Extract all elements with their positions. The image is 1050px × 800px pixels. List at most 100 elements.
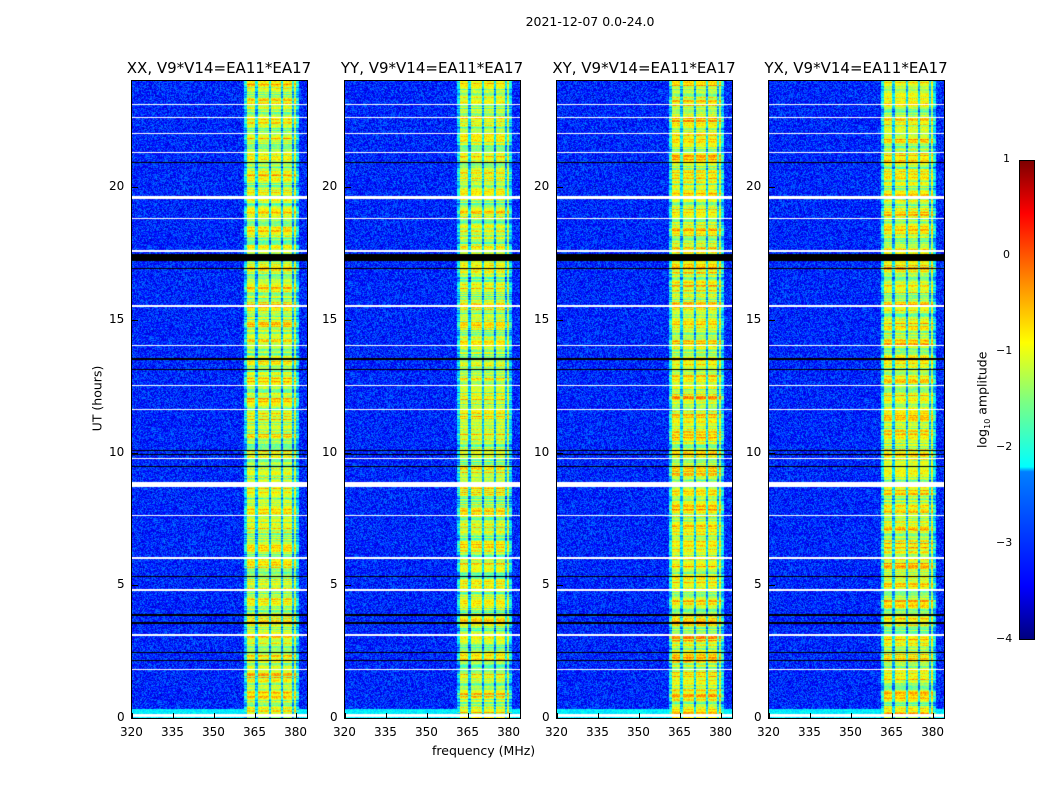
y-tick-label: 0 xyxy=(542,710,550,724)
panel-title: XY, V9*V14=EA11*EA17 xyxy=(552,59,736,77)
x-tick-mark xyxy=(680,713,682,719)
y-tick-mark xyxy=(557,187,563,189)
x-tick-label: 380 xyxy=(921,725,944,739)
colorbar-label: log10 amplitude xyxy=(974,345,992,455)
x-tick-mark xyxy=(851,713,853,719)
y-tick-mark xyxy=(132,585,138,587)
x-tick-mark xyxy=(933,713,935,719)
y-tick-mark xyxy=(557,585,563,587)
x-tick-label: 380 xyxy=(284,725,307,739)
y-tick-mark xyxy=(769,452,775,454)
x-tick-mark xyxy=(639,713,641,719)
colorbar-label-suffix: amplitude xyxy=(974,351,990,419)
x-tick-mark xyxy=(810,713,812,719)
y-tick-label: 0 xyxy=(117,710,125,724)
spectrogram-panel xyxy=(768,80,945,719)
x-tick-label: 365 xyxy=(456,725,479,739)
y-tick-mark xyxy=(769,319,775,321)
colorbar-tick-label: −2 xyxy=(996,440,1013,453)
colorbar-tick-label: 0 xyxy=(1003,248,1010,261)
y-tick-mark xyxy=(132,187,138,189)
y-tick-label: 0 xyxy=(754,710,762,724)
heatmap-cells xyxy=(557,81,732,718)
y-tick-mark xyxy=(769,187,775,189)
x-tick-mark xyxy=(598,713,600,719)
y-tick-mark xyxy=(132,319,138,321)
x-tick-label: 335 xyxy=(586,725,609,739)
y-tick-mark xyxy=(345,452,351,454)
x-tick-mark xyxy=(214,713,216,719)
heatmap-cells xyxy=(769,81,944,718)
colorbar-tick-label: −3 xyxy=(996,536,1013,549)
x-tick-label: 320 xyxy=(120,725,143,739)
x-tick-label: 350 xyxy=(415,725,438,739)
colorbar-tick-label: −4 xyxy=(996,632,1013,645)
panel-title: YX, V9*V14=EA11*EA17 xyxy=(764,59,948,77)
y-tick-label: 20 xyxy=(322,179,338,194)
x-tick-mark xyxy=(345,713,346,719)
y-tick-label: 10 xyxy=(534,444,550,459)
y-tick-label: 20 xyxy=(109,179,125,194)
x-tick-mark xyxy=(296,713,298,719)
figure-title: 2021-12-07 0.0-24.0 xyxy=(525,14,655,29)
y-tick-label: 5 xyxy=(117,577,125,592)
spectrogram-panel xyxy=(131,80,308,719)
x-tick-label: 320 xyxy=(333,725,356,739)
y-tick-mark xyxy=(345,585,351,587)
x-tick-mark xyxy=(509,713,511,719)
x-tick-label: 335 xyxy=(161,725,184,739)
x-tick-label: 320 xyxy=(545,725,568,739)
x-tick-mark xyxy=(721,713,723,719)
spectrogram-panel xyxy=(556,80,733,719)
y-tick-mark xyxy=(769,585,775,587)
y-tick-label: 15 xyxy=(109,311,125,326)
panel-title: XX, V9*V14=EA11*EA17 xyxy=(126,59,312,77)
heatmap-cells xyxy=(132,81,307,718)
y-tick-mark xyxy=(132,452,138,454)
colorbar-label-log: log xyxy=(974,428,990,448)
y-tick-label: 5 xyxy=(542,577,550,592)
y-tick-label: 15 xyxy=(534,311,550,326)
y-tick-mark xyxy=(132,718,138,719)
x-tick-mark xyxy=(255,713,257,719)
y-tick-mark xyxy=(345,718,351,719)
x-tick-label: 350 xyxy=(627,725,650,739)
x-tick-mark xyxy=(892,713,894,719)
x-axis-label: frequency (MHz) xyxy=(432,743,536,758)
y-tick-label: 5 xyxy=(754,577,762,592)
x-tick-mark xyxy=(557,713,558,719)
panel-title: YY, V9*V14=EA11*EA17 xyxy=(340,59,524,77)
spectrogram-panel xyxy=(344,80,521,719)
y-tick-mark xyxy=(557,319,563,321)
y-tick-label: 20 xyxy=(746,179,762,194)
y-tick-mark xyxy=(345,187,351,189)
x-tick-label: 320 xyxy=(757,725,780,739)
x-tick-label: 335 xyxy=(374,725,397,739)
colorbar xyxy=(1019,160,1035,640)
x-tick-label: 365 xyxy=(668,725,691,739)
y-tick-mark xyxy=(557,452,563,454)
x-tick-mark xyxy=(769,713,770,719)
y-tick-mark xyxy=(557,718,563,719)
x-tick-label: 335 xyxy=(798,725,821,739)
colorbar-tick-label: 1 xyxy=(1003,152,1010,165)
x-tick-label: 350 xyxy=(839,725,862,739)
y-tick-mark xyxy=(769,718,775,719)
colorbar-tick-label: −1 xyxy=(996,344,1013,357)
x-tick-label: 365 xyxy=(880,725,903,739)
y-tick-label: 15 xyxy=(322,311,338,326)
y-tick-label: 20 xyxy=(534,179,550,194)
x-tick-mark xyxy=(132,713,133,719)
x-tick-mark xyxy=(173,713,175,719)
y-tick-label: 10 xyxy=(746,444,762,459)
x-tick-label: 380 xyxy=(709,725,732,739)
heatmap-cells xyxy=(345,81,520,718)
x-tick-label: 380 xyxy=(497,725,520,739)
y-tick-label: 15 xyxy=(746,311,762,326)
x-tick-label: 365 xyxy=(243,725,266,739)
y-tick-label: 10 xyxy=(109,444,125,459)
colorbar-label-sub: 10 xyxy=(982,418,992,429)
x-tick-mark xyxy=(427,713,429,719)
y-tick-mark xyxy=(345,319,351,321)
